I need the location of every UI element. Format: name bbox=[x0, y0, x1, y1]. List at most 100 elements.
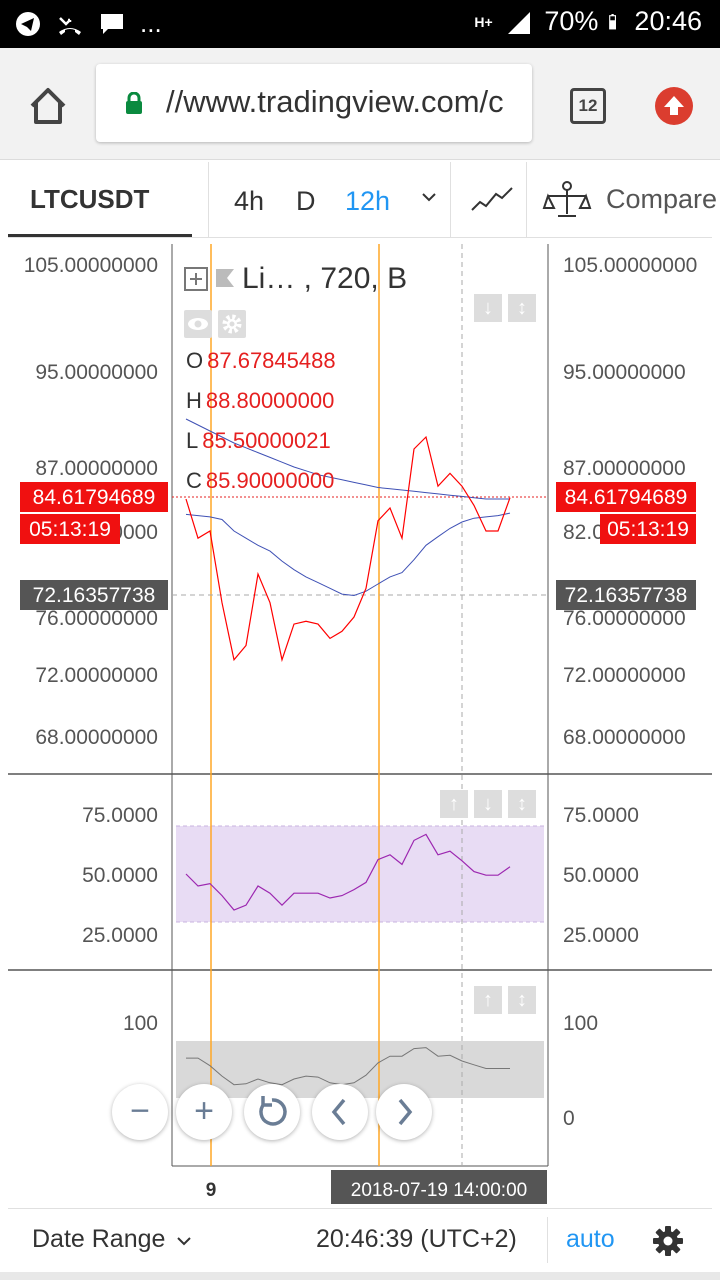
price-tick-right: 72.00000000 bbox=[563, 664, 686, 687]
move-pane-down-icon[interactable]: ↓ bbox=[474, 790, 502, 818]
chart-toolbar: LTCUSDT 4h D 12h Compare bbox=[8, 162, 717, 238]
moving-average-long-line bbox=[185, 418, 510, 500]
crosshair-price-tag-right-bg bbox=[556, 580, 696, 610]
missed-call-icon bbox=[59, 16, 81, 35]
move-pane-down-icon[interactable]: ↓ bbox=[474, 294, 502, 322]
gear-icon[interactable] bbox=[218, 310, 246, 338]
lock-icon bbox=[126, 92, 142, 114]
scroll-right-button[interactable] bbox=[376, 1084, 432, 1140]
chart-area[interactable]: 105.0000000095.0000000087.0000000082.000… bbox=[8, 244, 712, 1204]
crosshair-date-tag: 2018-07-19 14:00:00 bbox=[351, 1180, 527, 1201]
rsi-tick-left: 75.0000 bbox=[82, 804, 158, 827]
maximize-pane-icon[interactable]: ↕ bbox=[508, 294, 536, 322]
legend-high: H 88.80000000 bbox=[186, 388, 334, 414]
update-arrow-icon[interactable] bbox=[655, 87, 693, 125]
battery-level: 70% bbox=[544, 6, 599, 36]
message-icon bbox=[101, 13, 123, 34]
countdown-tag-right-bg bbox=[600, 514, 696, 544]
tab-switcher-button[interactable]: 12 bbox=[570, 88, 606, 124]
rsi-tick-left: 50.0000 bbox=[82, 864, 158, 887]
legend-series-name: Li… , 720, B bbox=[242, 262, 408, 295]
crosshair-price-tag-right: 72.16357738 bbox=[565, 584, 688, 607]
expand-icon[interactable] bbox=[184, 267, 208, 291]
date-range-button[interactable]: Date Range bbox=[32, 1225, 166, 1253]
rsi-tick-right: 75.0000 bbox=[563, 804, 639, 827]
price-tick-left: 68.00000000 bbox=[35, 726, 158, 749]
browser-bar: //www.tradingview.com/c 12 bbox=[0, 48, 720, 160]
price-tick-left: 105.00000000 bbox=[24, 254, 158, 277]
oscillator-tick-right: 0 bbox=[563, 1107, 575, 1130]
low-value: 85.50000021 bbox=[202, 428, 331, 453]
interval-12h[interactable]: 12h bbox=[345, 186, 391, 216]
legend-title[interactable]: Li… , 720, B bbox=[184, 262, 407, 296]
crosshair-date-tag-bg bbox=[331, 1170, 547, 1204]
price-tick-right: 87.00000000 bbox=[563, 457, 686, 480]
timezone-clock[interactable]: 20:46:39 (UTC+2) bbox=[316, 1225, 517, 1253]
close-value: 85.90000000 bbox=[205, 468, 335, 493]
settings-gear-icon[interactable] bbox=[652, 1225, 684, 1257]
toolbar-divider bbox=[208, 162, 209, 238]
more-notifications: ... bbox=[140, 8, 162, 38]
eye-icon[interactable] bbox=[184, 310, 212, 338]
home-icon[interactable] bbox=[26, 84, 70, 128]
interval-4h[interactable]: 4h bbox=[234, 186, 265, 216]
move-pane-up-icon[interactable]: ↑ bbox=[440, 790, 468, 818]
current-price-tag-right-bg bbox=[556, 482, 696, 512]
zoom-out-button[interactable]: − bbox=[112, 1084, 168, 1140]
scroll-left-button[interactable] bbox=[312, 1084, 368, 1140]
battery-icon bbox=[609, 13, 617, 29]
move-pane-up-icon[interactable]: ↑ bbox=[474, 986, 502, 1014]
countdown-tag-right: 05:13:19 bbox=[607, 518, 689, 541]
price-tick-right: 68.00000000 bbox=[563, 726, 686, 749]
compare-button[interactable]: Compare bbox=[606, 184, 718, 214]
price-tick-left: 76.00000000 bbox=[35, 607, 158, 630]
oscillator-band bbox=[176, 1041, 544, 1098]
current-price-tag-left-bg bbox=[20, 482, 168, 512]
legend-open: O 87.67845488 bbox=[186, 348, 336, 374]
maximize-pane-icon[interactable]: ↕ bbox=[508, 986, 536, 1014]
crosshair-price-tag-left: 72.16357738 bbox=[33, 584, 156, 607]
symbol-underline bbox=[8, 234, 192, 237]
close-label: C bbox=[186, 468, 202, 493]
clock: 20:46 bbox=[634, 6, 702, 36]
rsi-band bbox=[176, 826, 544, 922]
line-chart-type-icon[interactable] bbox=[470, 184, 514, 214]
chevron-left-icon bbox=[331, 1098, 346, 1126]
legend-close: C 85.90000000 bbox=[186, 468, 334, 494]
low-label: L bbox=[186, 428, 199, 453]
rsi-line bbox=[185, 833, 511, 911]
open-label: O bbox=[186, 348, 204, 373]
moving-average-short-line bbox=[185, 512, 511, 597]
url-text: //www.tradingview.com/c bbox=[166, 84, 504, 119]
maximize-pane-icon[interactable]: ↕ bbox=[508, 790, 536, 818]
interval-d[interactable]: D bbox=[296, 186, 316, 216]
signal-icon bbox=[508, 11, 531, 34]
high-label: H bbox=[186, 388, 202, 413]
flag-icon[interactable] bbox=[214, 267, 236, 291]
chevron-down-icon[interactable] bbox=[176, 1233, 192, 1249]
price-tick-right: 76.00000000 bbox=[563, 607, 686, 630]
telegram-icon bbox=[16, 11, 40, 36]
price-tick-left: 87.00000000 bbox=[35, 457, 158, 480]
toolbar-divider bbox=[450, 162, 451, 238]
toolbar-divider bbox=[526, 162, 527, 238]
countdown-tag-left: 05:13:19 bbox=[29, 518, 111, 541]
reset-icon bbox=[259, 1096, 287, 1126]
high-value: 88.80000000 bbox=[205, 388, 335, 413]
oscillator-tick-left: 100 bbox=[123, 1012, 158, 1035]
price-line bbox=[185, 435, 511, 663]
compare-scales-icon[interactable] bbox=[542, 180, 592, 220]
symbol-button[interactable]: LTCUSDT bbox=[30, 184, 150, 214]
network-type: H+ bbox=[474, 13, 493, 30]
auto-scale-button[interactable]: auto bbox=[566, 1225, 615, 1253]
chart-canvas[interactable]: 105.0000000095.0000000087.0000000082.000… bbox=[8, 244, 712, 1204]
reset-chart-button[interactable] bbox=[244, 1084, 300, 1140]
open-value: 87.67845488 bbox=[207, 348, 336, 373]
price-tick-right: 105.00000000 bbox=[563, 254, 697, 277]
address-bar[interactable]: //www.tradingview.com/c bbox=[96, 64, 532, 142]
bottom-bar: Date Range 20:46:39 (UTC+2) auto bbox=[8, 1208, 712, 1272]
chevron-down-icon[interactable] bbox=[420, 188, 438, 206]
bottom-strip bbox=[0, 1272, 720, 1280]
zoom-in-button[interactable]: + bbox=[176, 1084, 232, 1140]
legend-actions bbox=[184, 310, 246, 338]
